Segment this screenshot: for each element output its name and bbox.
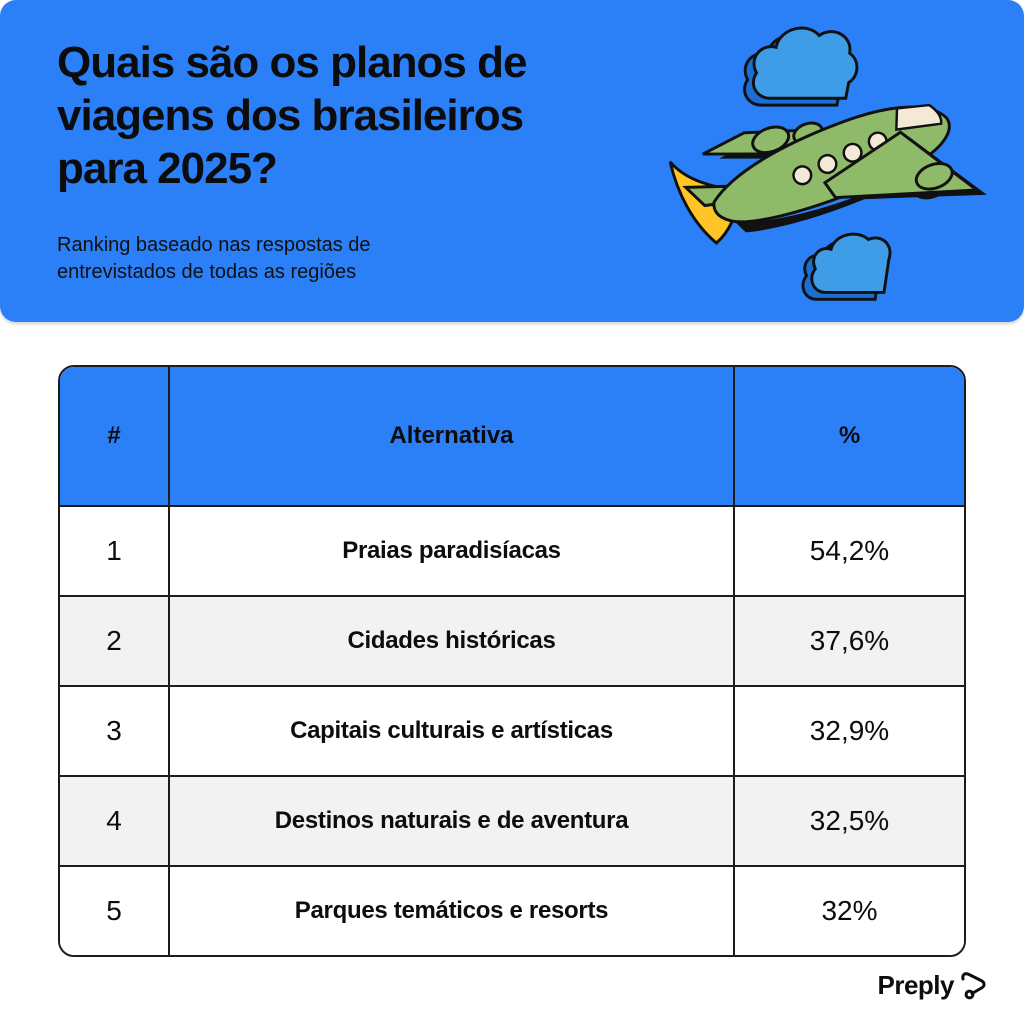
alternative-cell: Parques temáticos e resorts: [168, 867, 733, 955]
column-header-percent: %: [733, 367, 964, 505]
cloud-icon: [743, 26, 859, 107]
percent-cell: 54,2%: [733, 507, 964, 595]
column-header-rank: #: [107, 422, 121, 449]
column-header-alternative: Alternativa: [168, 367, 733, 505]
page-subtitle: Ranking baseado nas respostas de entrevi…: [57, 232, 371, 286]
alternative-cell: Praias paradisíacas: [168, 507, 733, 595]
percent-cell: 32%: [733, 867, 964, 955]
table-row: 5 Parques temáticos e resorts 32%: [60, 865, 964, 955]
title-line: Quais são os planos de: [57, 38, 527, 87]
preply-logo-icon: [961, 972, 986, 1000]
table-row: 1 Praias paradisíacas 54,2%: [60, 505, 964, 595]
rank-cell: 5: [106, 895, 122, 926]
alternative-cell: Destinos naturais e de aventura: [168, 777, 733, 865]
table-header-row: # Alternativa %: [60, 367, 964, 505]
rank-cell: 3: [106, 715, 122, 746]
rank-cell: 2: [106, 625, 122, 656]
table-row: 4 Destinos naturais e de aventura 32,5%: [60, 775, 964, 865]
ranking-table: # Alternativa % 1 Praias paradisíacas 54…: [58, 365, 966, 957]
brand-name: Preply: [877, 970, 955, 1000]
brand-logo: Preply: [878, 970, 987, 1001]
table-row: 2 Cidades históricas 37,6%: [60, 595, 964, 685]
header-banner: Quais são os planos de viagens dos brasi…: [0, 0, 1024, 322]
subtitle-line: Ranking baseado nas respostas de: [57, 234, 371, 256]
subtitle-line: entrevistados de todas as regiões: [57, 261, 357, 283]
percent-cell: 37,6%: [733, 597, 964, 685]
alternative-cell: Capitais culturais e artísticas: [168, 687, 733, 775]
rank-cell: 4: [106, 805, 122, 836]
cloud-icon: [801, 232, 892, 301]
table-row: 3 Capitais culturais e artísticas 32,9%: [60, 685, 964, 775]
airplane-with-clouds-icon: [668, 26, 987, 301]
percent-cell: 32,5%: [733, 777, 964, 865]
alternative-cell: Cidades históricas: [168, 597, 733, 685]
rank-cell: 1: [106, 535, 122, 566]
percent-cell: 32,9%: [733, 687, 964, 775]
title-line: para 2025?: [57, 144, 278, 193]
airplane-icon: [668, 103, 987, 245]
page-title: Quais são os planos de viagens dos brasi…: [57, 36, 527, 195]
title-line: viagens dos brasileiros: [57, 91, 524, 140]
